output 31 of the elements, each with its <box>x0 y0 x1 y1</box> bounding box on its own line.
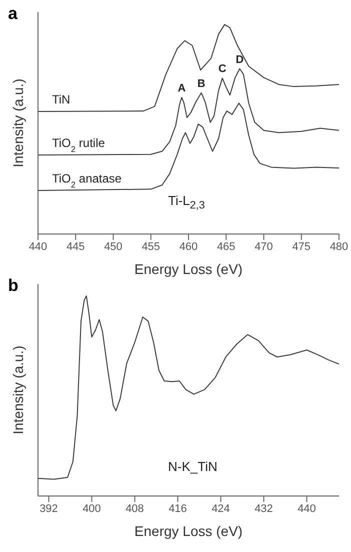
x-tick-label: 440 <box>28 240 48 253</box>
x-tick-label: 445 <box>66 240 85 253</box>
x-tick-label: 475 <box>292 240 311 253</box>
annotation: A <box>178 82 186 94</box>
x-axis-title: Energy Loss (eV) <box>134 523 243 539</box>
x-tick-label: 460 <box>179 240 198 253</box>
x-tick-label: 408 <box>126 502 144 515</box>
annotation: D <box>236 54 244 66</box>
annotation: B <box>197 78 206 90</box>
series-label: TiN <box>52 92 70 106</box>
chart-title: a <box>8 4 18 24</box>
y-axis-title: Intensity (a.u.) <box>10 346 26 434</box>
annotation: N-K_TiN <box>168 459 218 474</box>
x-tick-label: 450 <box>104 240 122 253</box>
x-axis-title: Energy Loss (eV) <box>134 261 243 277</box>
x-tick-label: 470 <box>254 240 273 253</box>
series-label: TiO$_{2}$ anatase <box>52 171 122 190</box>
annotation: Ti-L$_{2,3}$ <box>168 193 205 212</box>
x-tick-label: 432 <box>254 502 273 515</box>
x-tick-label: 480 <box>330 240 348 253</box>
x-tick-label: 424 <box>212 502 230 515</box>
x-tick-label: 392 <box>40 502 58 515</box>
x-tick-label: 416 <box>168 502 187 515</box>
chart-title: b <box>8 276 18 296</box>
y-axis-title: Intensity (a.u.) <box>10 78 26 168</box>
annotation: C <box>218 63 226 76</box>
x-tick-label: 400 <box>82 502 101 515</box>
x-tick-label: 465 <box>216 240 236 253</box>
series-label: TiO$_{2}$ rutile <box>52 136 106 154</box>
x-tick-label: 455 <box>142 240 160 253</box>
x-tick-label: 440 <box>298 502 316 515</box>
